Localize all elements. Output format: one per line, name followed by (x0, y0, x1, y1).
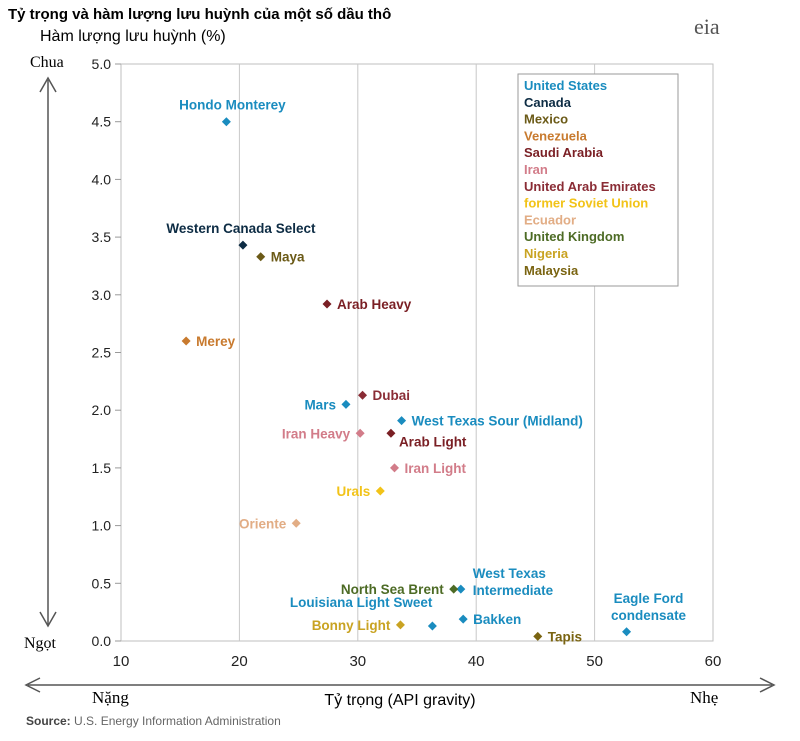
data-point (395, 620, 405, 630)
legend-entry: Iran (524, 162, 548, 177)
data-label: Mars (304, 397, 336, 412)
source-text: U.S. Energy Information Administration (70, 714, 281, 728)
x-axis-label: Tỷ trọng (API gravity) (324, 692, 475, 709)
legend-entry: Saudi Arabia (524, 145, 604, 160)
y-tick-label: 3.5 (92, 229, 112, 245)
data-label: North Sea Brent (341, 582, 444, 597)
chart-title: Tỷ trọng và hàm lượng lưu huỳnh của một … (8, 6, 392, 23)
y-axis-label: Hàm lượng lưu huỳnh (%) (40, 28, 226, 45)
data-label: Iran Light (405, 461, 467, 476)
data-point (397, 416, 407, 426)
data-point (427, 621, 437, 631)
y-arrow-head-bottom (39, 611, 57, 628)
x-tick-label: 10 (113, 653, 130, 670)
y-tick-label: 4.0 (92, 171, 112, 187)
x-arrow-head-right (759, 677, 776, 693)
x-tick-label: 60 (705, 653, 722, 670)
data-label: Dubai (373, 388, 411, 403)
legend-entry: Venezuela (524, 128, 588, 143)
data-point (456, 584, 466, 594)
data-label: Maya (271, 250, 305, 265)
data-point (622, 627, 632, 637)
y-tick-label: 4.5 (92, 114, 112, 130)
data-label: Merey (196, 334, 236, 349)
data-label: Tapis (548, 629, 582, 644)
source-label: Source: (26, 714, 71, 728)
y-tick-label: 2.0 (92, 402, 112, 418)
data-label: West Texas (473, 566, 546, 581)
y-tick-label: 0.5 (92, 575, 112, 591)
legend-entry: Ecuador (524, 212, 576, 227)
data-point (291, 518, 301, 528)
data-point (355, 428, 365, 438)
x-arrow-head-left (24, 677, 41, 693)
data-point (375, 486, 385, 496)
eia-logo: eia (694, 14, 720, 39)
data-point (386, 428, 396, 438)
x-arrow-left-label: Nặng (92, 688, 129, 707)
data-label: Hondo Monterey (179, 98, 286, 113)
legend-entry: United Arab Emirates (524, 179, 656, 194)
y-tick-label: 1.5 (92, 460, 112, 476)
data-label: Arab Heavy (337, 297, 412, 312)
data-point (449, 584, 459, 594)
legend-entry: Canada (524, 95, 572, 110)
legend-entry: former Soviet Union (524, 196, 648, 211)
data-point (181, 336, 191, 346)
legend-entry: Malaysia (524, 263, 579, 278)
data-label: Louisiana Light Sweet (290, 595, 433, 610)
data-point (390, 463, 400, 473)
data-label: Arab Light (399, 434, 467, 449)
data-point (322, 299, 332, 309)
y-tick-label: 1.0 (92, 518, 112, 534)
data-label: Western Canada Select (166, 221, 316, 236)
y-arrow-head-top (39, 76, 57, 93)
y-tick-label: 3.0 (92, 287, 112, 303)
legend-entry: United Kingdom (524, 229, 624, 244)
data-label: Bakken (473, 612, 521, 627)
data-point (533, 631, 543, 641)
data-point (358, 390, 368, 400)
legend-entry: Nigeria (524, 246, 569, 261)
data-point (256, 252, 266, 262)
data-point (341, 399, 351, 409)
data-label: West Texas Sour (Midland) (412, 414, 583, 429)
data-point (458, 614, 468, 624)
x-tick-label: 40 (468, 653, 485, 670)
data-point (221, 117, 231, 127)
legend-entry: Mexico (524, 112, 568, 127)
data-label: Bonny Light (312, 618, 391, 633)
x-tick-label: 30 (349, 653, 366, 670)
legend-box (517, 73, 679, 287)
data-label: Urals (337, 484, 371, 499)
legend-entry: United States (524, 78, 607, 93)
data-label: Intermediate (473, 583, 554, 598)
y-tick-label: 2.5 (92, 345, 112, 361)
x-arrow-right-label: Nhẹ (690, 688, 718, 707)
y-tick-label: 5.0 (92, 56, 112, 72)
x-tick-label: 20 (231, 653, 248, 670)
data-label: Iran Heavy (282, 426, 351, 441)
y-arrow-top-label: Chua (30, 54, 64, 71)
y-tick-label: 0.0 (92, 633, 112, 649)
x-tick-label: 50 (586, 653, 603, 670)
y-arrow-bottom-label: Ngọt (24, 635, 57, 652)
data-label: Eagle Ford (614, 591, 684, 606)
data-label: condensate (611, 608, 687, 623)
data-label: Oriente (239, 516, 287, 531)
data-point (238, 240, 248, 250)
source-note: Source: U.S. Energy Information Administ… (26, 714, 281, 728)
